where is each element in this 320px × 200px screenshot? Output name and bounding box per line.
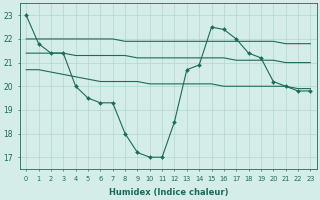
X-axis label: Humidex (Indice chaleur): Humidex (Indice chaleur) xyxy=(108,188,228,197)
